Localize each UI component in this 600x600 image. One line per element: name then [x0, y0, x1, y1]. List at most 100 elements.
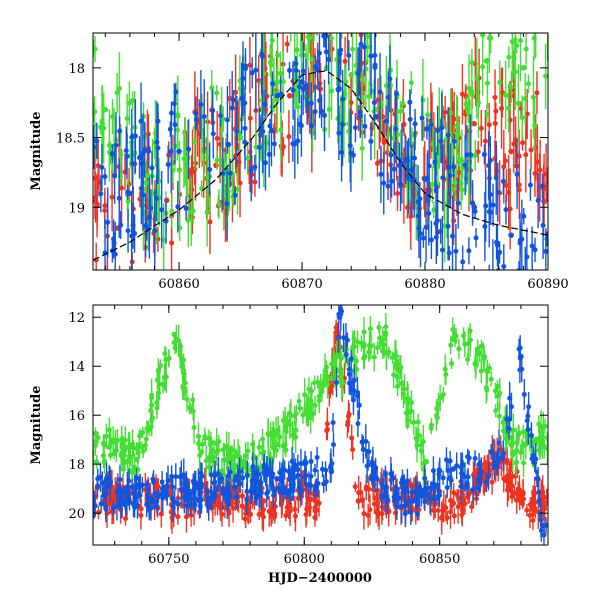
data-point: [275, 52, 281, 58]
data-point: [224, 201, 230, 207]
data-point: [140, 429, 146, 435]
model-curve: [93, 70, 548, 261]
data-point: [451, 138, 457, 144]
data-point: [245, 448, 251, 454]
data-point: [356, 67, 362, 73]
data-point: [415, 511, 421, 517]
data-point: [385, 131, 391, 137]
data-point: [520, 65, 527, 71]
data-point: [370, 460, 376, 466]
data-point: [531, 35, 537, 41]
data-point: [203, 488, 209, 494]
data-point: [318, 382, 324, 388]
data-point: [93, 442, 98, 448]
data-point: [497, 249, 503, 255]
data-point: [308, 24, 313, 29]
data-point: [283, 429, 289, 435]
data-point: [236, 159, 242, 165]
data-point: [518, 353, 524, 360]
data-point: [422, 475, 428, 481]
data-point: [508, 84, 514, 90]
data-point: [297, 121, 303, 127]
data-point: [487, 272, 492, 277]
data-point: [336, 368, 342, 374]
data-point: [536, 421, 542, 427]
data-point: [287, 67, 293, 73]
data-point: [355, 498, 362, 504]
data-point: [295, 467, 301, 473]
data-point: [454, 123, 460, 129]
data-point: [494, 242, 500, 248]
data-point: [445, 223, 451, 229]
data-point: [440, 392, 446, 398]
data-point: [497, 390, 503, 396]
x-tick-label: 60850: [419, 552, 460, 567]
data-point: [123, 148, 129, 154]
data-point: [424, 126, 430, 132]
data-point: [132, 230, 138, 236]
data-point: [422, 499, 428, 505]
data-point: [163, 197, 170, 204]
data-point: [523, 152, 529, 158]
data-point: [471, 204, 478, 211]
data-point: [539, 522, 546, 529]
data-point: [300, 68, 306, 74]
data-point: [164, 492, 170, 498]
data-point: [241, 461, 248, 467]
data-point: [293, 411, 299, 417]
data-point: [368, 138, 374, 144]
data-point: [529, 456, 535, 462]
bottom-panel: 60750 60800 60850 12 14 16 18 20 Magnitude HJD−…: [29, 304, 549, 586]
data-point: [506, 189, 512, 195]
data-point: [328, 35, 334, 41]
data-point: [482, 223, 488, 229]
data-point: [328, 19, 333, 24]
data-point: [220, 485, 226, 492]
data-point: [518, 490, 524, 497]
data-point: [521, 391, 527, 397]
data-point: [460, 472, 466, 478]
data-point: [378, 171, 384, 177]
data-point: [117, 477, 123, 483]
data-point: [418, 231, 424, 237]
data-point: [486, 122, 492, 128]
data-point: [324, 421, 330, 427]
data-point: [474, 346, 481, 352]
data-point: [334, 379, 340, 385]
data-point: [109, 114, 115, 120]
data-point: [219, 476, 225, 482]
data-point: [493, 408, 499, 414]
data-point: [454, 133, 460, 139]
data-point: [352, 125, 358, 131]
data-point: [252, 490, 258, 496]
data-point: [127, 443, 133, 449]
data-point: [328, 462, 334, 468]
data-point: [193, 480, 199, 486]
data-point: [440, 475, 446, 481]
data-point: [152, 490, 159, 497]
data-point: [198, 101, 204, 107]
data-point: [319, 108, 325, 114]
data-point: [170, 503, 176, 509]
data-point: [129, 468, 135, 474]
data-point: [201, 114, 207, 120]
data-point: [374, 160, 380, 166]
data-point: [506, 425, 512, 431]
data-point: [466, 85, 472, 91]
data-point: [193, 160, 199, 166]
data-point: [373, 113, 379, 120]
data-point: [185, 155, 191, 161]
data-point: [524, 111, 530, 117]
data-point: [99, 164, 105, 170]
data-point: [104, 475, 110, 481]
data-point: [286, 92, 293, 99]
data-point: [451, 513, 457, 519]
data-point: [501, 164, 507, 170]
data-point: [173, 89, 179, 95]
data-point: [287, 508, 293, 514]
data-point: [212, 479, 218, 485]
data-point: [131, 464, 137, 470]
data-point: [95, 476, 101, 482]
data-point: [326, 56, 332, 62]
data-point: [300, 18, 305, 23]
